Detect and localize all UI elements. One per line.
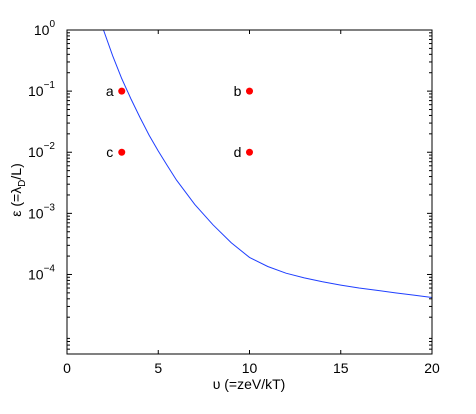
x-tick-label-5: 5 xyxy=(154,360,162,376)
points-layer: a b c d xyxy=(106,83,253,160)
y-axis-ticks: 100 10−1 10−2 10−3 10−4 xyxy=(28,19,432,350)
y-axis-label-suffix: /L) xyxy=(8,163,24,179)
y-tick-label-3: 10−3 xyxy=(28,202,55,221)
y-axis-label-subscript: D xyxy=(17,180,28,187)
y-tick-label-2: 10−2 xyxy=(28,141,55,160)
y-tick-label-0: 100 xyxy=(34,19,56,38)
point-d xyxy=(246,148,253,156)
y-tick-label-1: 10−1 xyxy=(28,80,55,99)
x-tick-label-20: 20 xyxy=(424,360,440,376)
point-c xyxy=(118,148,126,156)
y-axis-label: ε (=λD/L) xyxy=(8,163,28,217)
point-a xyxy=(118,87,126,95)
x-axis-ticks: 0 5 10 15 20 xyxy=(63,30,440,376)
x-tick-label-10: 10 xyxy=(242,360,258,376)
point-label-a: a xyxy=(106,83,114,99)
point-label-b: b xyxy=(234,83,242,99)
curve-layer xyxy=(103,29,433,299)
point-label-d: d xyxy=(234,144,242,160)
x-tick-label-15: 15 xyxy=(333,360,349,376)
point-b xyxy=(246,87,253,95)
x-tick-label-0: 0 xyxy=(63,360,71,376)
plot-area xyxy=(67,30,432,354)
x-axis-label: υ (=zeV/kT) xyxy=(213,376,286,392)
curve-line xyxy=(103,29,433,299)
y-tick-label-4: 10−4 xyxy=(28,263,55,282)
svg-text:ε (=λD/L): ε (=λD/L) xyxy=(8,163,28,217)
point-label-c: c xyxy=(106,144,113,160)
y-axis-label-prefix: ε (=λ xyxy=(8,187,24,217)
